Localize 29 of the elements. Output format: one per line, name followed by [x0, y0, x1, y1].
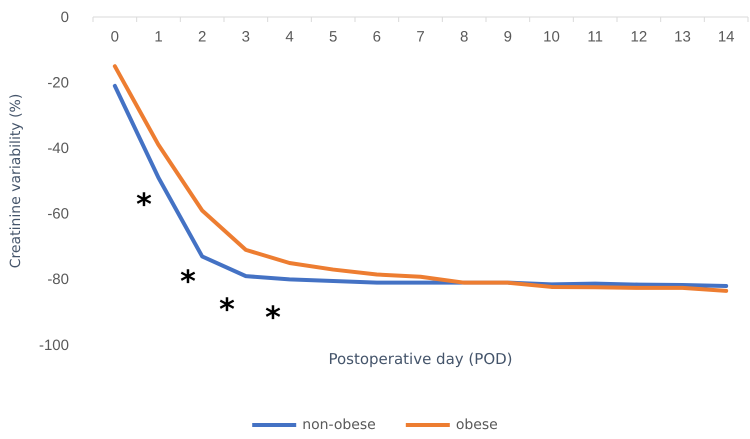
annotation: * — [180, 264, 196, 300]
y-tick-label: -20 — [47, 74, 69, 92]
y-tick-label: -80 — [47, 271, 69, 288]
x-tick-label: 9 — [504, 28, 512, 46]
x-tick-label: 2 — [198, 28, 206, 46]
x-tick-label: 10 — [543, 28, 560, 46]
legend-label: non-obese — [302, 417, 376, 433]
x-tick-label: 3 — [242, 28, 250, 46]
x-tick-label: 4 — [285, 28, 294, 46]
x-tick-label: 6 — [372, 28, 382, 46]
x-tick-label: 8 — [460, 28, 468, 46]
x-tick-label: 0 — [110, 28, 120, 46]
annotation: * — [136, 188, 152, 222]
x-tick-label: 11 — [587, 28, 603, 46]
y-tick-label: -60 — [47, 206, 69, 223]
annotation: * — [265, 300, 282, 336]
x-tick-label: 13 — [674, 28, 691, 46]
x-axis-title: Postoperative day (POD) — [328, 350, 513, 368]
annotation: * — [219, 292, 236, 328]
x-tick-label: 14 — [718, 28, 735, 46]
legend-label: obese — [456, 417, 498, 433]
y-tick-label: 0 — [60, 8, 69, 26]
x-tick-label: 7 — [416, 28, 425, 46]
y-tick-label: -100 — [38, 336, 69, 354]
y-tick-label: -40 — [47, 140, 69, 157]
x-tick-label: 5 — [328, 28, 338, 46]
x-tick-label: 12 — [630, 28, 648, 46]
x-tick-label: 1 — [154, 28, 163, 46]
y-axis-title: Creatinine variability (%) — [8, 94, 24, 268]
